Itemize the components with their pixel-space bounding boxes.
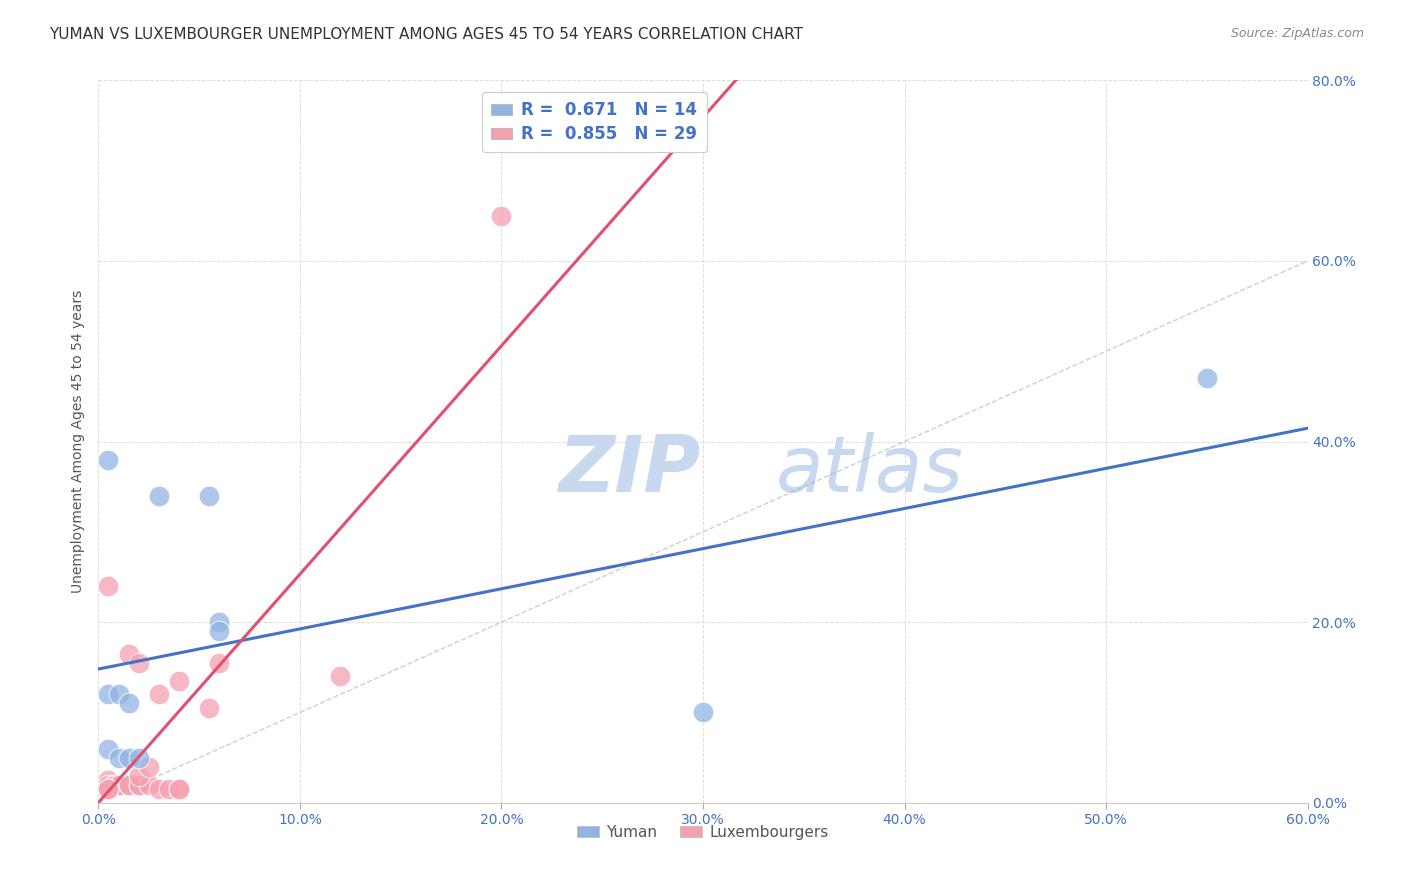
Point [118, 697, 141, 711]
Point [128, 778, 150, 792]
Point [97, 782, 120, 797]
Point [208, 656, 231, 670]
Point [208, 615, 231, 630]
Point [128, 750, 150, 764]
Point [167, 673, 190, 688]
Point [148, 489, 170, 503]
Y-axis label: Unemployment Among Ages 45 to 54 years: Unemployment Among Ages 45 to 54 years [70, 290, 84, 593]
Point [107, 687, 129, 701]
Point [198, 701, 221, 715]
Point [118, 647, 141, 661]
Text: ZIP: ZIP [558, 433, 700, 508]
Point [1195, 371, 1218, 385]
Point [103, 778, 125, 792]
Point [97, 579, 120, 593]
Point [118, 778, 141, 792]
Point [329, 669, 352, 683]
Point [167, 782, 190, 797]
Point [118, 778, 141, 792]
Text: Source: ZipAtlas.com: Source: ZipAtlas.com [1230, 27, 1364, 40]
Point [128, 769, 150, 783]
Point [97, 452, 120, 467]
Point [167, 782, 190, 797]
Point [97, 778, 120, 792]
Point [148, 782, 170, 797]
Point [208, 624, 231, 639]
Point [138, 760, 160, 774]
Point [107, 750, 129, 764]
Point [97, 741, 120, 756]
Point [118, 750, 141, 764]
Point [157, 782, 180, 797]
Point [107, 778, 129, 792]
Point [138, 778, 160, 792]
Point [97, 773, 120, 788]
Point [692, 706, 714, 720]
Point [97, 687, 120, 701]
Point [198, 489, 221, 503]
Legend: Yuman, Luxembourgers: Yuman, Luxembourgers [571, 819, 835, 846]
Point [128, 656, 150, 670]
Text: atlas: atlas [776, 433, 963, 508]
Point [101, 778, 124, 792]
Point [128, 778, 150, 792]
Point [107, 778, 129, 792]
Point [148, 687, 170, 701]
Point [97, 782, 120, 797]
Point [491, 209, 513, 223]
Point [107, 778, 129, 792]
Text: YUMAN VS LUXEMBOURGER UNEMPLOYMENT AMONG AGES 45 TO 54 YEARS CORRELATION CHART: YUMAN VS LUXEMBOURGER UNEMPLOYMENT AMONG… [49, 27, 803, 42]
